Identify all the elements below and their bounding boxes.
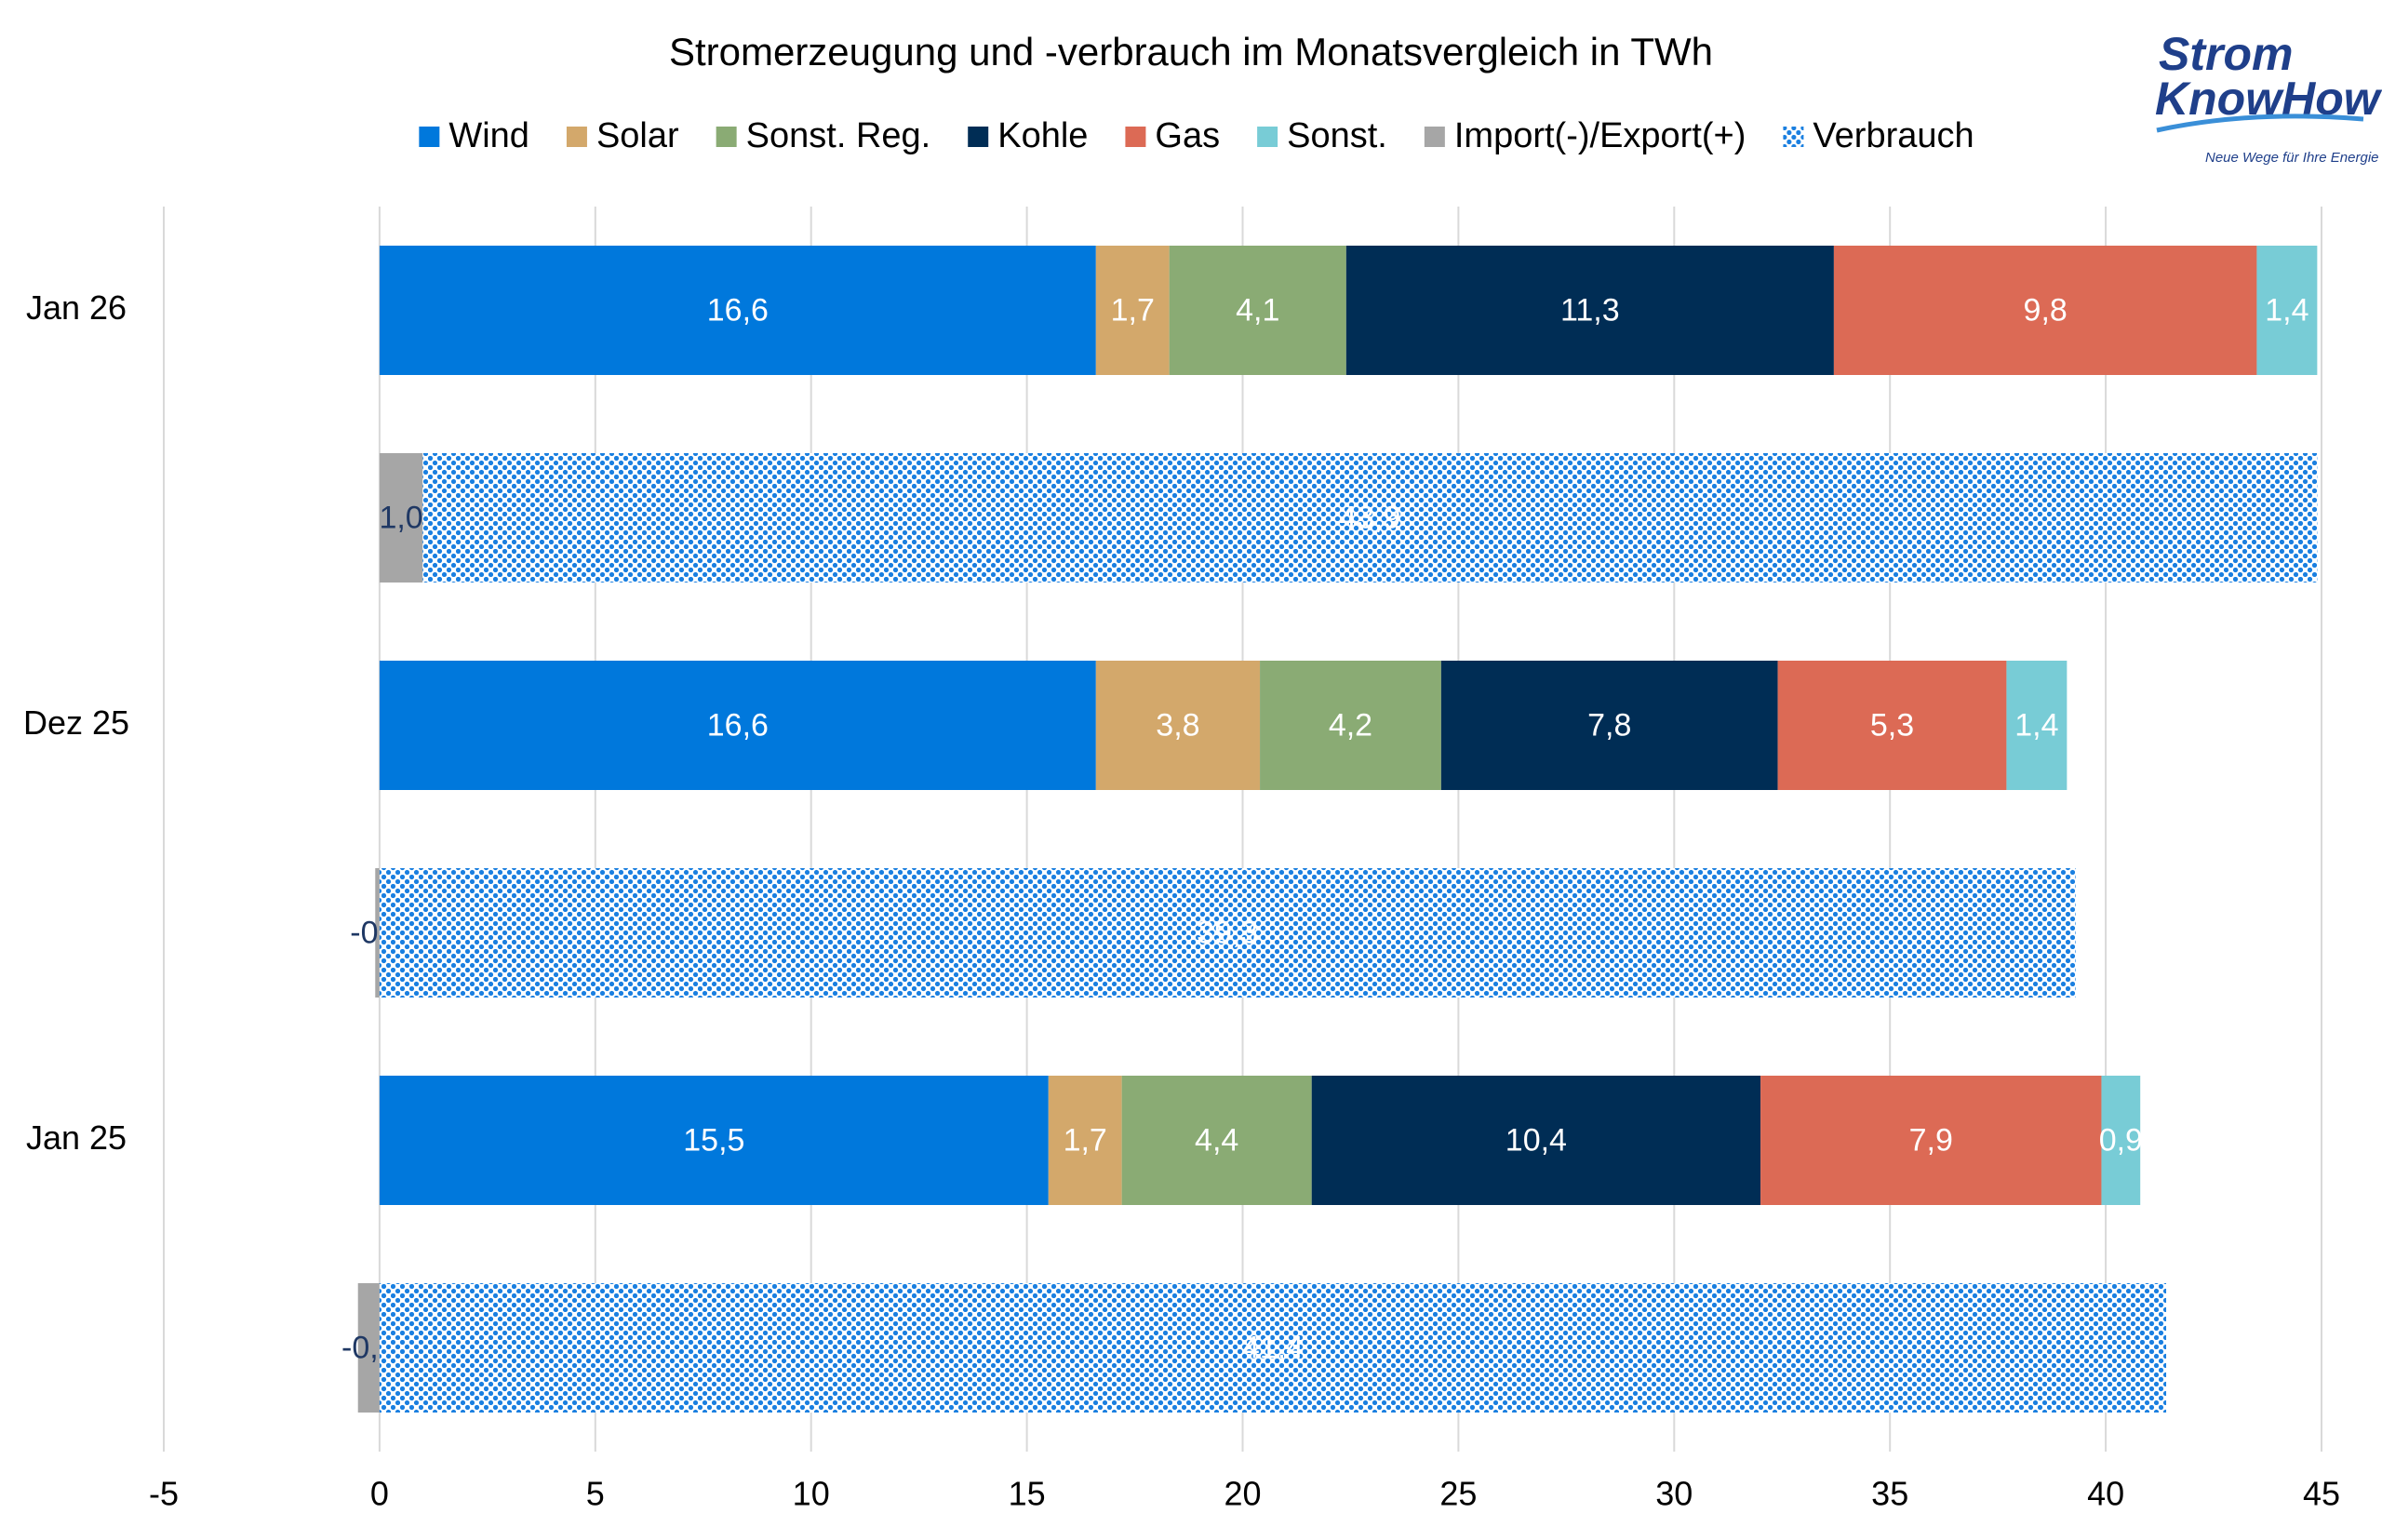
bar-segment <box>1095 246 1170 375</box>
logo-swoosh <box>2156 114 2364 133</box>
bar-segment <box>1760 1076 2102 1205</box>
bar-segment <box>2101 1076 2141 1205</box>
bar-segment <box>1121 1076 1312 1205</box>
x-tick-label: -5 <box>149 1475 179 1513</box>
data-label: 1,4 <box>2014 707 2058 743</box>
bar-segment <box>1833 246 2257 375</box>
legend-label: Gas <box>1155 116 1220 155</box>
legend-swatch <box>1125 127 1146 147</box>
data-label: 0,9 <box>2099 1122 2143 1158</box>
data-label: 4,2 <box>1329 707 1372 743</box>
data-label: 3,8 <box>1156 707 1199 743</box>
data-label: 5,3 <box>1870 707 1914 743</box>
bar-segment <box>379 661 1096 790</box>
legend-swatch <box>1783 127 1804 147</box>
x-tick-label: 45 <box>2303 1475 2340 1513</box>
bar-segment <box>379 453 423 583</box>
data-label: 43,9 <box>1339 500 1400 535</box>
legend-label: Solar <box>596 116 679 155</box>
data-label: 9,8 <box>2024 292 2068 328</box>
logo-tagline: Neue Wege für Ihre Energie <box>2205 150 2379 166</box>
legend-swatch <box>566 127 587 147</box>
x-tick-label: 10 <box>793 1475 830 1513</box>
data-label: 4,4 <box>1195 1122 1238 1158</box>
bar-segment <box>379 1076 1049 1205</box>
x-tick-label: 15 <box>1009 1475 1046 1513</box>
x-tick-label: 0 <box>370 1475 389 1513</box>
logo: Strom KnowHow Neue Wege für Ihre Energie <box>2155 28 2382 166</box>
legend: Wind Solar Sonst. Reg. Kohle Gas Sonst. Import… <box>419 116 1974 155</box>
data-label: 15,5 <box>683 1122 744 1158</box>
x-tick-label: 40 <box>2087 1475 2124 1513</box>
x-tick-label: 35 <box>1871 1475 1908 1513</box>
data-label: 16,6 <box>707 707 769 743</box>
data-label: 7,9 <box>1909 1122 1953 1158</box>
bar-segment <box>375 868 380 998</box>
bar-segment <box>1345 246 1834 375</box>
legend-swatch <box>419 127 440 147</box>
x-tick-label: 25 <box>1439 1475 1477 1513</box>
bar-segment <box>2006 661 2068 790</box>
legend-label: Import(-)/Export(+) <box>1454 116 1746 155</box>
bar-segment <box>422 453 2318 583</box>
data-label: 1,0 <box>379 500 422 535</box>
legend-label: Verbrauch <box>1813 116 1974 155</box>
data-label: 11,3 <box>1560 292 1620 328</box>
bar-segment <box>357 1283 380 1413</box>
data-label: 16,6 <box>707 292 769 328</box>
legend-label: Sonst. <box>1287 116 1387 155</box>
bar-segment <box>379 868 2076 998</box>
data-label: 10,4 <box>1505 1122 1567 1158</box>
bar-segment <box>1777 661 2007 790</box>
legend-swatch <box>716 127 737 147</box>
y-tick-label: Jan 26 <box>26 288 127 327</box>
bar-segment <box>1169 246 1346 375</box>
bar-segment <box>1095 661 1261 790</box>
bar-segment <box>1048 1076 1122 1205</box>
data-label: 41,4 <box>1242 1330 1304 1365</box>
legend-label: Kohle <box>997 116 1088 155</box>
legend-label: Sonst. Reg. <box>746 116 931 155</box>
x-tick-label: 20 <box>1224 1475 1261 1513</box>
y-tick-label: Jan 25 <box>26 1118 127 1157</box>
data-label: 1,7 <box>1111 292 1155 328</box>
bar-segment <box>1260 661 1441 790</box>
x-tick-label: 30 <box>1655 1475 1693 1513</box>
legend-swatch <box>1257 127 1278 147</box>
x-tick-label: 5 <box>586 1475 605 1513</box>
logo-text: Strom <box>2159 28 2293 80</box>
legend-label: Wind <box>448 116 529 155</box>
data-label: 1,4 <box>2265 292 2308 328</box>
bar-segment <box>2256 246 2318 375</box>
data-label: 7,8 <box>1587 707 1631 743</box>
legend-swatch <box>968 127 989 147</box>
bar-segment <box>379 246 1096 375</box>
bar-segment <box>1311 1076 1761 1205</box>
data-label: 4,1 <box>1236 292 1279 328</box>
legend-swatch <box>1424 127 1445 147</box>
bar-segment <box>1440 661 1778 790</box>
y-tick-label: Dez 25 <box>23 703 129 742</box>
chart-title: Stromerzeugung und -verbrauch im Monatsv… <box>669 30 1713 74</box>
data-label: 39,3 <box>1197 915 1258 950</box>
data-label: 1,7 <box>1064 1122 1107 1158</box>
bar-segment <box>379 1283 2167 1413</box>
